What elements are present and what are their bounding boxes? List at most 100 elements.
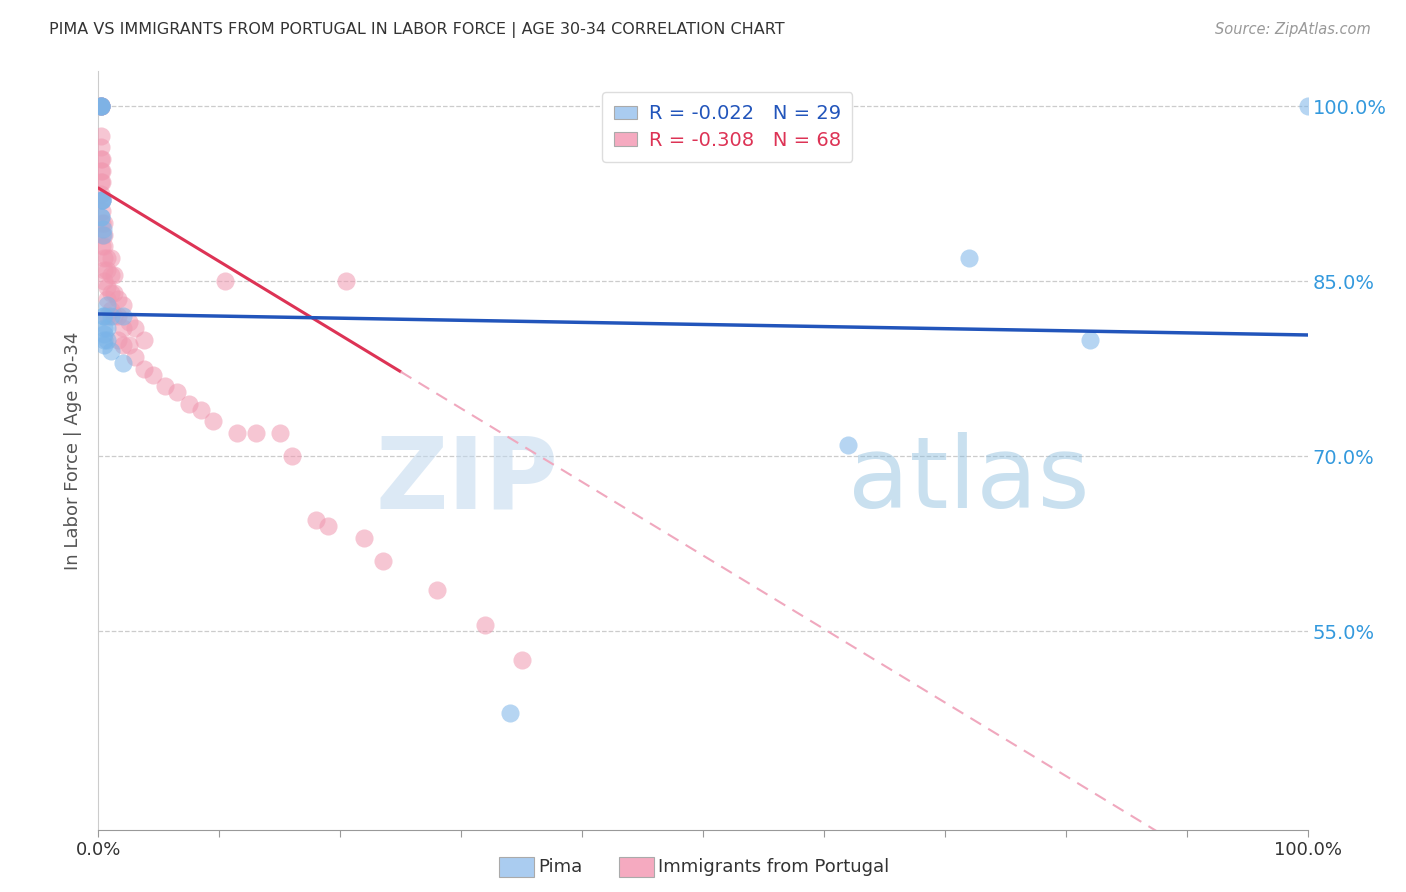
Point [269,425,291,440]
Point [90,99,112,113]
Point [93,321,115,335]
Point [96,298,118,312]
Point [93,338,115,352]
Point [305,513,328,527]
Point [91,193,114,207]
Point [100,285,122,300]
Point [124,350,146,364]
Point [166,385,188,400]
Point [93,262,115,277]
Point [90,175,112,189]
Point [371,554,394,568]
Text: atlas: atlas [848,433,1090,529]
Point [837,437,859,451]
Legend: R = -0.022   N = 29, R = -0.308   N = 68: R = -0.022 N = 29, R = -0.308 N = 68 [602,93,852,161]
Point [103,285,125,300]
Point [142,368,165,382]
Point [93,216,115,230]
Point [96,280,118,294]
Point [100,303,122,318]
Point [90,99,112,113]
Point [107,310,129,324]
Point [91,175,114,189]
Point [93,239,115,253]
Point [1296,99,1319,113]
Point [90,210,112,224]
Point [93,333,115,347]
Point [281,450,304,464]
Point [111,321,134,335]
Point [90,140,112,154]
Point [91,310,114,324]
Point [96,321,118,335]
Point [111,338,134,352]
Text: Immigrants from Portugal: Immigrants from Portugal [658,858,889,876]
Point [190,402,212,417]
Point [91,239,114,253]
Point [96,333,118,347]
Text: Source: ZipAtlas.com: Source: ZipAtlas.com [1215,22,1371,37]
Point [353,531,375,545]
Point [96,292,118,306]
Text: PIMA VS IMMIGRANTS FROM PORTUGAL IN LABOR FORCE | AGE 30-34 CORRELATION CHART: PIMA VS IMMIGRANTS FROM PORTUGAL IN LABO… [49,22,785,38]
Point [214,274,236,288]
Point [91,227,114,242]
Point [91,163,114,178]
Point [93,274,115,288]
Point [134,361,156,376]
Point [118,338,141,352]
Point [91,222,114,236]
Point [93,326,115,341]
Point [90,99,112,113]
Point [93,227,115,242]
Point [103,310,125,324]
Point [1078,333,1101,347]
Point [103,268,125,283]
Point [90,163,112,178]
Point [90,99,112,113]
Point [100,310,122,324]
Point [90,210,112,224]
Point [134,333,156,347]
Point [202,414,225,428]
Point [91,216,114,230]
Y-axis label: In Labor Force | Age 30-34: In Labor Force | Age 30-34 [65,331,83,570]
Point [91,227,114,242]
Point [91,193,114,207]
Point [111,356,134,370]
Point [335,274,357,288]
Point [153,379,176,393]
Point [90,99,112,113]
Point [91,193,114,207]
Point [90,152,112,166]
Point [96,310,118,324]
Point [111,310,134,324]
Point [426,583,449,598]
Point [100,251,122,265]
Point [316,519,339,533]
Point [474,618,496,632]
Point [100,268,122,283]
Point [93,310,115,324]
Text: ZIP: ZIP [375,433,558,529]
Point [107,333,129,347]
Point [96,262,118,277]
Point [226,425,249,440]
Point [100,344,122,359]
Point [90,99,112,113]
Point [498,706,520,720]
Point [179,397,201,411]
Point [90,128,112,143]
Point [91,193,114,207]
Point [91,204,114,219]
Point [93,251,115,265]
Point [957,251,980,265]
Text: Pima: Pima [538,858,582,876]
Point [90,99,112,113]
Point [90,186,112,201]
Point [91,152,114,166]
Point [124,321,146,335]
Point [510,653,533,667]
Point [118,315,141,329]
Point [111,298,134,312]
